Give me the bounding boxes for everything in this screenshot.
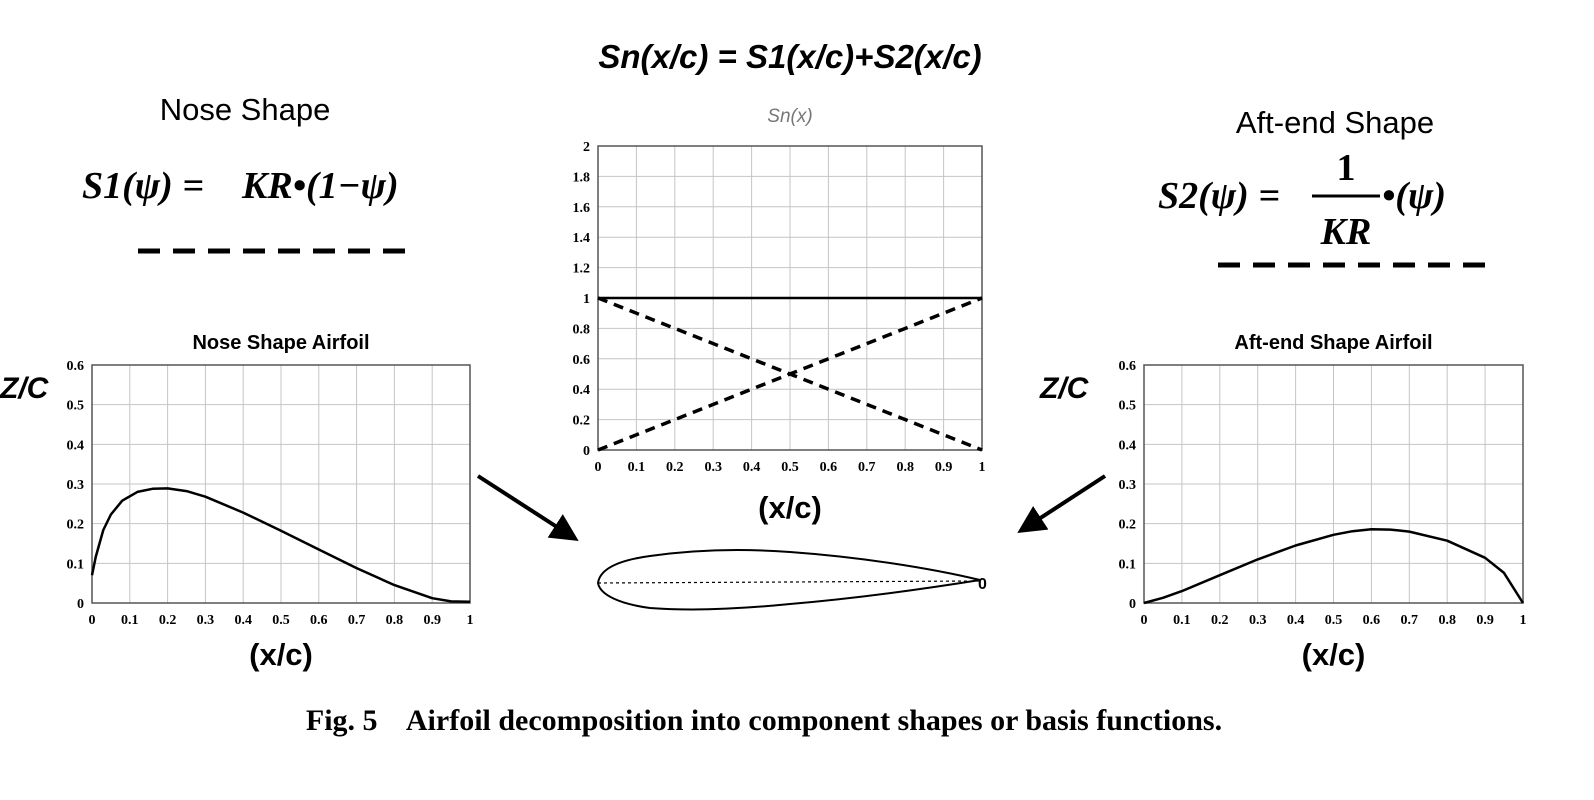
x-tick-label: 0.5	[781, 460, 799, 475]
y-tick-label: 0.4	[67, 438, 85, 453]
aft-formula-numerator: 1	[1337, 147, 1356, 189]
x-tick-label: 0.2	[666, 460, 684, 475]
airfoil-sketch: 0	[596, 549, 987, 611]
x-tick-label: 0.3	[1249, 613, 1267, 628]
y-tick-label: 0	[1129, 597, 1136, 612]
x-tick-label: 0.2	[159, 613, 177, 628]
airfoil-outline	[596, 549, 981, 611]
plot-frame	[91, 364, 471, 604]
chart-title: Sn(x)	[767, 106, 812, 127]
y-tick-label: 0.2	[67, 518, 85, 533]
x-tick-label: 0.4	[1287, 613, 1305, 628]
y-tick-label: 0.2	[1119, 518, 1137, 533]
airfoil-chord-line	[597, 580, 981, 584]
x-axis-label: (x/c)	[249, 637, 313, 672]
y-tick-label: 0.5	[67, 399, 85, 414]
y-tick-label: 0.2	[573, 414, 591, 429]
x-tick-label: 0.6	[310, 613, 328, 628]
aft-formula-lhs: S2(ψ) =	[1158, 175, 1280, 217]
y-tick-label: 2	[583, 140, 590, 155]
x-tick-label: 0.7	[858, 460, 876, 475]
y-tick-label: 0.3	[67, 478, 85, 493]
arrow-aft-to-airfoil	[1017, 474, 1107, 534]
x-tick-label: 0	[89, 613, 96, 628]
x-tick-label: 0.7	[1401, 613, 1419, 628]
y-tick-label: 0.6	[1119, 359, 1137, 374]
chart-title: Nose Shape Airfoil	[192, 332, 369, 354]
x-tick-label: 0.2	[1211, 613, 1229, 628]
y-tick-label: 0.4	[1119, 438, 1137, 453]
x-tick-label: 0.5	[1325, 613, 1343, 628]
x-tick-label: 1	[979, 460, 986, 475]
y-axis-label: Z/C	[1039, 372, 1090, 405]
y-tick-label: 1.2	[573, 262, 591, 277]
sum-equation: Sn(x/c) = S1(x/c)+S2(x/c)	[598, 38, 981, 75]
y-tick-label: 0.4	[573, 383, 591, 398]
nose-shape-formula: S1(ψ) = KR•(1−ψ)	[82, 165, 399, 207]
figure-caption: Fig. 5 Airfoil decomposition into compon…	[306, 704, 1222, 737]
y-tick-label: 0.5	[1119, 399, 1137, 414]
x-tick-label: 1	[467, 613, 474, 628]
y-tick-label: 0.6	[573, 353, 591, 368]
x-tick-label: 0.9	[423, 613, 441, 628]
x-axis-label: (x/c)	[1302, 637, 1366, 672]
x-tick-label: 0.1	[1173, 613, 1191, 628]
y-tick-label: 0.3	[1119, 478, 1137, 493]
x-tick-label: 0.4	[743, 460, 761, 475]
nose-shape-label: Nose Shape	[160, 92, 331, 127]
airfoil-te-label: 0	[978, 576, 987, 593]
y-tick-label: 0	[77, 597, 84, 612]
aft-shape-label: Aft-end Shape	[1236, 105, 1434, 140]
x-tick-label: 0.5	[272, 613, 290, 628]
x-tick-label: 0.9	[935, 460, 953, 475]
x-tick-label: 0	[1141, 613, 1148, 628]
y-tick-label: 1.8	[573, 170, 591, 185]
y-tick-label: 0.1	[1119, 557, 1137, 572]
sn-chart: 0 0.1 0.2 0.3 0.4 0.5 0.6 0.7 0.8 0.9 1 0 0.2 0.4 0.6 0…	[573, 106, 986, 525]
x-tick-label: 0	[595, 460, 602, 475]
y-tick-label: 1.4	[573, 231, 591, 246]
aft-formula-rhs: •(ψ)	[1382, 175, 1446, 217]
series-line-0	[1143, 527, 1525, 605]
y-tick-label: 1	[583, 292, 590, 307]
plot-frame	[1143, 364, 1524, 604]
nose-formula-rhs: KR•(1−ψ)	[241, 165, 399, 207]
nose-shape-airfoil-chart: 0 0.1 0.2 0.3 0.4 0.5 0.6 0.7 0.8 0.9 1 0 0.1 0.2 0.3 0…	[0, 332, 474, 672]
series-line-2	[597, 296, 983, 452]
aft-shape-airfoil-chart: 0 0.1 0.2 0.3 0.4 0.5 0.6 0.7 0.8 0.9 1 0 0.1 0.2 0.3 0…	[1039, 332, 1527, 672]
x-tick-label: 0.6	[1363, 613, 1381, 628]
x-tick-label: 0.1	[628, 460, 646, 475]
arrow-nose-to-airfoil	[476, 474, 579, 542]
y-tick-label: 1.6	[573, 201, 591, 216]
aft-formula-denominator: KR	[1320, 211, 1372, 253]
x-tick-label: 1	[1520, 613, 1527, 628]
x-tick-label: 0.1	[121, 613, 139, 628]
x-axis-label: (x/c)	[758, 490, 822, 525]
chart-title: Aft-end Shape Airfoil	[1234, 332, 1432, 354]
x-tick-label: 0.6	[820, 460, 838, 475]
x-tick-label: 0.4	[234, 613, 252, 628]
x-tick-label: 0.9	[1476, 613, 1494, 628]
x-tick-label: 0.7	[348, 613, 366, 628]
aft-shape-formula: S2(ψ) = 1 KR •(ψ)	[1158, 147, 1446, 253]
y-tick-label: 0.8	[573, 322, 591, 337]
y-tick-label: 0	[583, 444, 590, 459]
series-line-0	[90, 487, 471, 604]
y-axis-label: Z/C	[0, 372, 50, 405]
y-tick-label: 0.6	[67, 359, 85, 374]
nose-formula-lhs: S1(ψ) =	[82, 165, 204, 207]
y-tick-label: 0.1	[67, 557, 85, 572]
x-tick-label: 0.8	[386, 613, 404, 628]
x-tick-label: 0.3	[704, 460, 722, 475]
x-tick-label: 0.8	[1438, 613, 1456, 628]
x-tick-label: 0.3	[197, 613, 215, 628]
x-tick-label: 0.8	[896, 460, 914, 475]
